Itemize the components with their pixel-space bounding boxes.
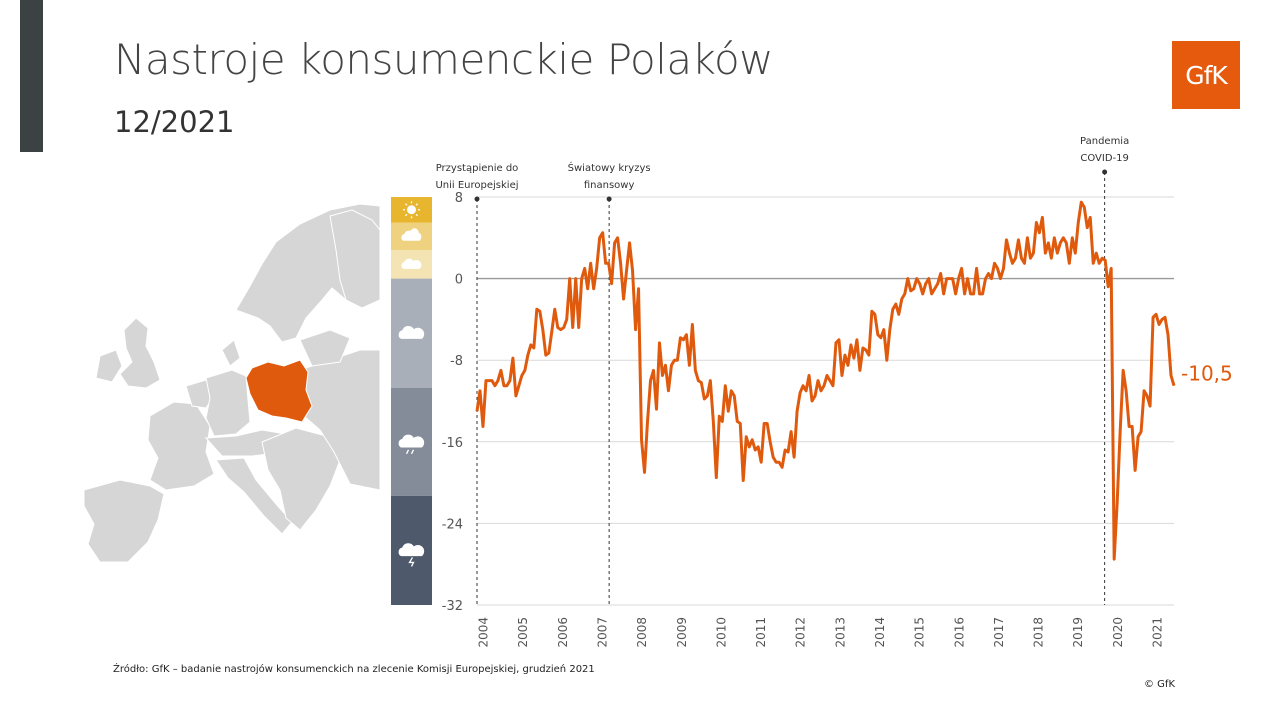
storm-cloud-icon (398, 543, 425, 567)
y-axis-ticks: 8 0 -8 -16 -24 -32 (442, 191, 463, 614)
x-tick-label: 2005 (516, 617, 530, 648)
x-tick-label: 2021 (1150, 617, 1164, 648)
map-uk (119, 317, 161, 389)
event-label: Pandemia (1080, 136, 1129, 147)
x-tick-label: 2011 (754, 617, 768, 648)
event-label: Przystąpienie do (436, 163, 519, 174)
x-tick-label: 2017 (992, 617, 1006, 648)
map-finland (329, 209, 380, 309)
y-tick-label: -16 (442, 436, 463, 451)
map-italy (215, 457, 293, 535)
last-value-label: -10,5 (1181, 362, 1233, 386)
x-tick-label: 2009 (675, 617, 689, 648)
map-countries (83, 203, 380, 563)
x-tick-label: 2004 (477, 617, 491, 648)
map-france (147, 401, 215, 491)
cloud-icon (401, 258, 422, 269)
x-tick-label: 2012 (794, 617, 808, 648)
page-title: Nastroje konsumenckie Polaków (114, 35, 774, 84)
x-tick-label: 2015 (913, 617, 927, 648)
map-east (299, 349, 380, 491)
y-tick-label: -32 (442, 599, 463, 614)
x-axis-ticks: 2004 2005 2006 2007 2008 2009 2010 2011 2012 2013… (477, 617, 1165, 648)
event-dot (1102, 169, 1108, 175)
map-poland-highlight (245, 359, 313, 423)
x-tick-label: 2013 (833, 617, 847, 648)
event-label: finansowy (584, 180, 635, 191)
copyright: © GfK (1144, 679, 1176, 690)
x-tick-label: 2018 (1032, 617, 1046, 648)
page-subtitle: 12/2021 (114, 105, 235, 139)
map-iberia (83, 479, 165, 563)
y-tick-label: 8 (455, 191, 463, 206)
gfk-logo: GfK (1172, 41, 1240, 109)
source-note: Źródło: GfK – badanie nastrojów konsumen… (113, 664, 595, 675)
map-balkans (261, 427, 341, 531)
map-baltics (299, 329, 351, 367)
weather-bands (391, 197, 432, 605)
cloud-icon (398, 325, 425, 339)
map-germany (205, 369, 251, 437)
x-tick-label: 2020 (1111, 617, 1125, 648)
x-tick-label: 2014 (873, 617, 887, 648)
series-line (475, 200, 1176, 561)
x-tick-label: 2019 (1071, 617, 1085, 648)
map-denmark (221, 339, 241, 367)
europe-map (83, 203, 380, 563)
rain-cloud-icon (398, 434, 425, 455)
y-tick-label: -24 (442, 517, 463, 532)
event-dot (606, 196, 612, 202)
x-tick-label: 2016 (952, 617, 966, 648)
y-tick-label: -8 (450, 354, 463, 369)
event-label: COVID-19 (1080, 153, 1129, 164)
event-label: Unii Europejskiej (435, 180, 518, 191)
consumer-sentiment-chart: 80-8-16-24-32 2004 2005 2006 2007 2008 2009 20… (391, 136, 1233, 648)
accent-bar (20, 0, 43, 152)
x-tick-label: 2006 (556, 617, 570, 648)
x-tick-label: 2008 (635, 617, 649, 648)
sun-icon (403, 201, 420, 219)
map-ireland (95, 349, 123, 383)
event-label: Światowy kryzys (568, 161, 651, 174)
sun-cloud-icon (401, 228, 422, 241)
event-dot (474, 196, 480, 202)
x-tick-label: 2007 (596, 617, 610, 648)
x-tick-label: 2010 (714, 617, 728, 648)
event-markers: Przystąpienie do Unii Europejskiej Światow… (435, 136, 1129, 605)
y-tick-label: 0 (455, 273, 463, 288)
